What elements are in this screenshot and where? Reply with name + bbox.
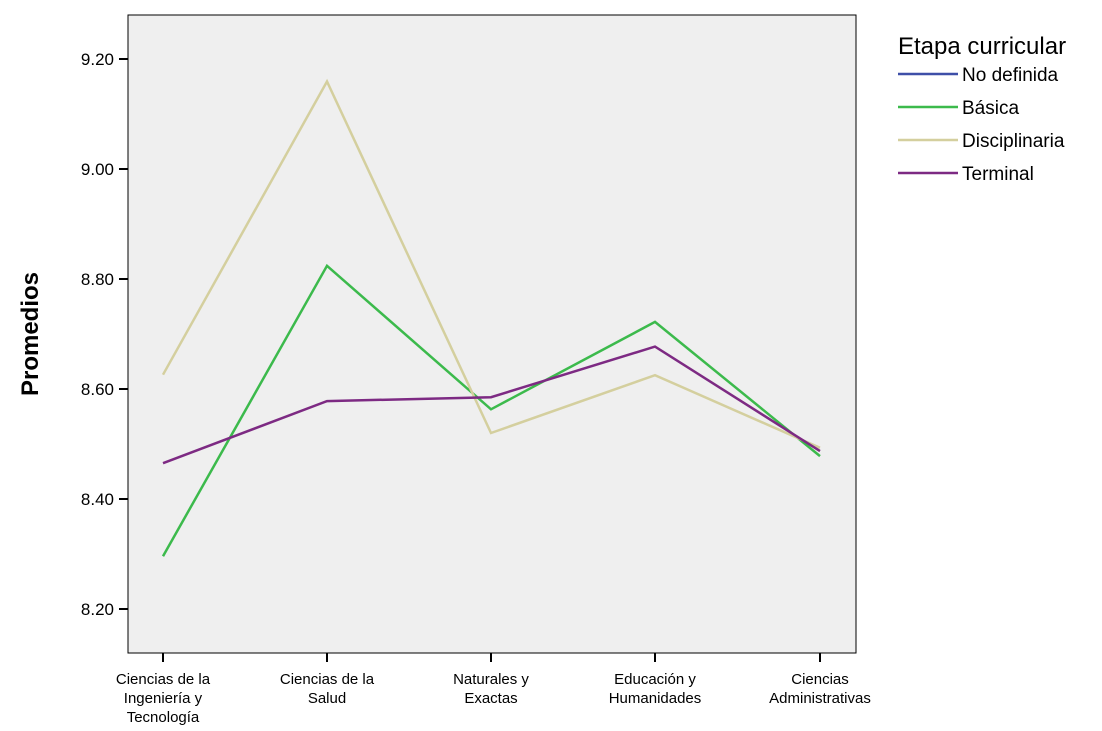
x-category-label: Ciencias de la Salud	[280, 671, 375, 707]
plot-area	[127, 14, 857, 654]
y-axis: 8.20 8.40 8.60 8.80 9.00 9.20	[81, 50, 128, 619]
x-axis: Ciencias de la Ingeniería y Tecnología Cien…	[116, 653, 871, 726]
legend-label: Básica	[962, 98, 1019, 119]
legend-label: Disciplinaria	[962, 131, 1065, 152]
series-lines	[161, 78, 821, 557]
legend-title: Etapa curricular	[898, 33, 1066, 60]
y-tick-label: 8.80	[81, 270, 114, 289]
y-tick-label: 9.00	[81, 160, 114, 179]
x-category-label: Ciencias de la Ingeniería y Tecnología	[116, 671, 211, 726]
series-line-básica	[161, 263, 821, 557]
y-tick-label: 9.20	[81, 50, 114, 69]
series-line-disciplinaria	[161, 78, 821, 449]
y-tick-label: 8.40	[81, 490, 114, 509]
legend: Etapa curricular No definida Básica Discip…	[898, 33, 1066, 185]
x-category-label: Naturales y Exactas	[453, 671, 529, 707]
series-line-terminal	[162, 345, 821, 465]
y-tick-label: 8.20	[81, 600, 114, 619]
legend-label: Terminal	[962, 164, 1034, 185]
y-axis-label: Promedios	[17, 272, 44, 396]
x-category-label: Educación y Humanidades	[609, 671, 702, 707]
x-category-label: Ciencias Administrativas	[769, 671, 871, 707]
y-tick-label: 8.60	[81, 380, 114, 399]
legend-label: No definida	[962, 65, 1059, 86]
